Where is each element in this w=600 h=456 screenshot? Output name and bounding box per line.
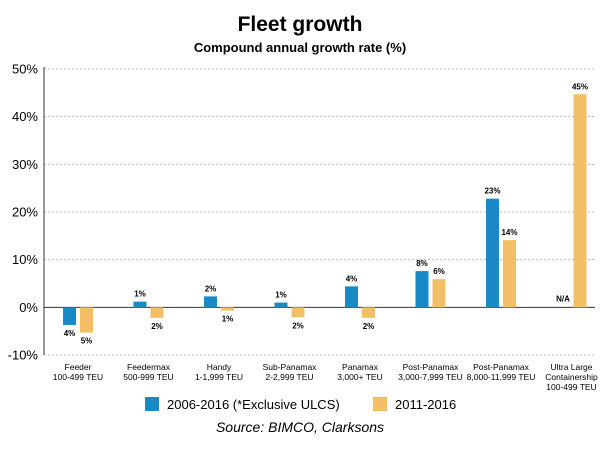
x-tick-label: Sub-Panamax 2-2,999 TEU [263,362,318,382]
bar [133,301,147,308]
x-tick-label-line: 8,000-11,999 TEU [467,372,536,382]
bar [80,307,93,333]
bar [573,94,587,308]
x-tick-label-line: Sub-Panamax [263,362,318,372]
x-tick-label-line: 3,000-7,999 TEU [398,372,463,382]
data-label: 1% [134,290,146,299]
x-tick-label: Panamax 3,000+ TEU [337,362,382,382]
x-tick-label: Feeder 100-499 TEU [53,362,103,382]
x-tick-label-line: 100-499 TEU [546,382,596,392]
bar [432,279,446,308]
bar [415,271,429,308]
source-note: Source: BIMCO, Clarksons [216,419,384,435]
bar [63,307,76,325]
data-label: 8% [416,259,428,268]
x-tick-label: Ultra Large Containership 100-499 TEU [545,362,598,392]
x-tick-label-line: 2-2,999 TEU [265,372,313,382]
x-tick-label-line: 3,000+ TEU [337,372,382,382]
y-tick-label: -10% [8,348,39,363]
x-tick-label: Post-Panamax 3,000-7,999 TEU [398,362,463,382]
x-tick-label-line: Handy [207,362,232,372]
data-label: 4% [64,329,76,338]
data-label: N/A [556,294,570,303]
y-axis: -10% 0% 10% 20% 30% 40% 50% [8,62,45,363]
bar [204,296,217,308]
y-tick-label: 20% [12,205,38,220]
data-label: 14% [501,228,517,237]
data-label: 2% [205,284,217,293]
y-tick-label: 40% [12,109,38,124]
x-tick-label: Handy 1-1,999 TEU [195,362,243,382]
x-tick-label-line: Panamax [342,362,379,372]
bar [486,198,499,308]
data-label: 1% [222,315,234,324]
x-tick-label: Feedermax 500-999 TEU [123,362,173,382]
y-tick-label: 10% [12,252,38,267]
bar [503,240,516,308]
bar [150,307,164,318]
chart-subtitle: Compound annual growth rate (%) [194,40,406,55]
chart-title: Fleet growth [238,13,363,36]
bar [362,307,375,318]
x-tick-label-line: 500-999 TEU [123,372,173,382]
x-tick-label-line: 100-499 TEU [53,372,103,382]
x-tick-label-line: Ultra Large [550,362,592,372]
bar [221,307,234,311]
data-label: 23% [484,187,500,196]
bar [345,286,358,308]
y-tick-label: 0% [19,300,38,315]
data-label: 5% [81,337,93,346]
legend-label: 2006-2016 (*Exclusive ULCS) [167,397,340,412]
x-tick-label-line: Feedermax [127,362,171,372]
legend: 2006-2016 (*Exclusive ULCS) 2011-2016 [145,397,456,412]
x-tick-label-line: Feeder [65,362,92,372]
data-label: 2% [292,321,304,330]
bar [291,307,305,318]
x-tick-label: Post-Panamax 8,000-11,999 TEU [467,362,536,382]
data-label: 45% [572,82,588,91]
legend-label: 2011-2016 [395,397,456,412]
bars: 4% 1% 2% 1% 4% 8% 23% N/A 5% 2% 1% 2% 2% 6% 14% 45% [63,82,588,346]
y-tick-label: 30% [12,157,38,172]
gridlines [44,68,595,356]
legend-swatch [373,397,387,411]
x-tick-label-line: Post-Panamax [473,362,529,372]
y-tick-label: 50% [12,62,38,77]
data-label: 1% [275,291,287,300]
x-tick-label-line: Containership [545,372,598,382]
data-label: 4% [346,274,358,283]
x-tick-label-line: 1-1,999 TEU [195,372,243,382]
bar [274,302,288,308]
legend-swatch [145,397,159,411]
data-label: 2% [363,322,375,331]
data-label: 2% [151,322,163,331]
data-label: 6% [433,267,445,276]
x-tick-label-line: Post-Panamax [403,362,459,372]
